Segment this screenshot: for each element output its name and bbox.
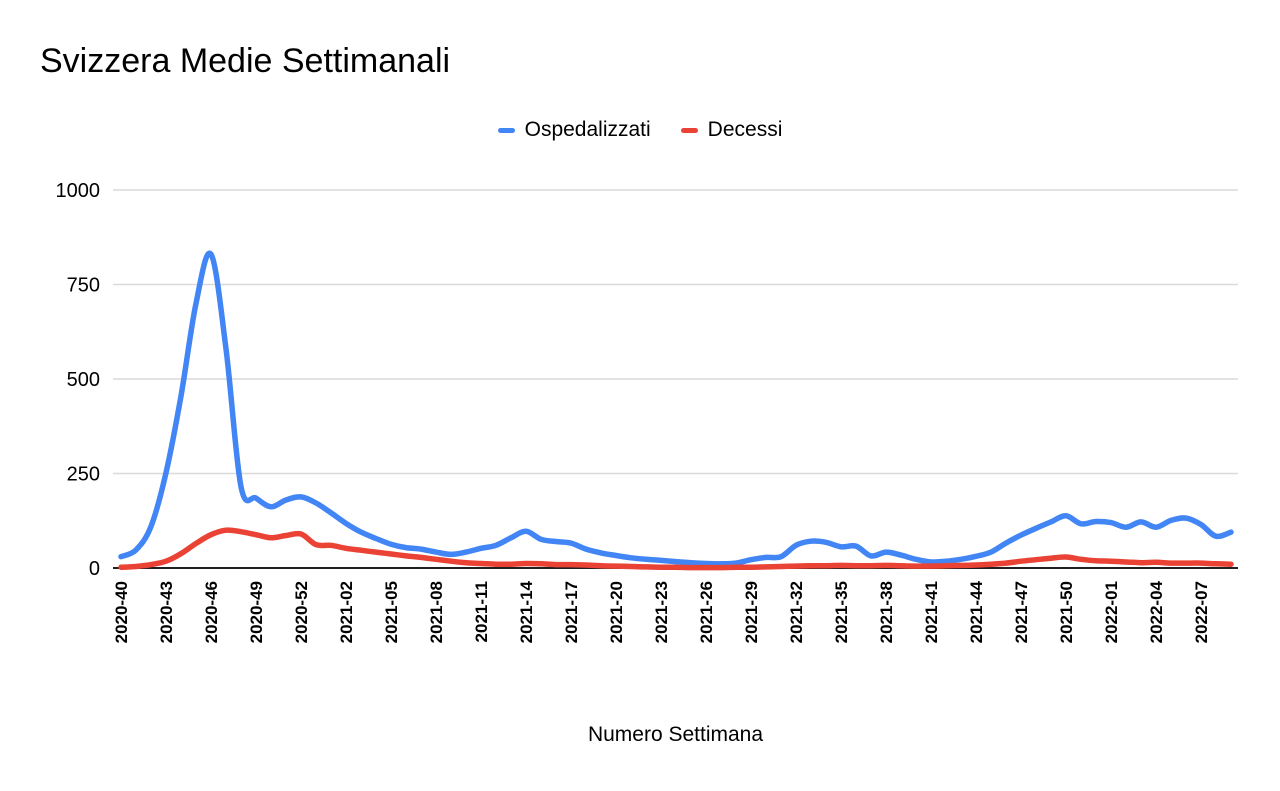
x-tick-label: 2021-08 bbox=[427, 581, 446, 643]
x-tick-label: 2021-29 bbox=[742, 581, 761, 643]
legend: Ospedalizzati Decessi bbox=[0, 118, 1280, 142]
x-tick-label: 2021-11 bbox=[472, 581, 491, 642]
series-line-ospedalizzati[interactable] bbox=[118, 250, 1234, 567]
y-tick-label: 750 bbox=[67, 275, 100, 297]
legend-dash-icon bbox=[680, 127, 698, 133]
x-tick-label: 2020-52 bbox=[292, 581, 311, 643]
x-tick-label: 2020-43 bbox=[157, 581, 176, 643]
x-tick-label: 2021-44 bbox=[967, 580, 986, 643]
x-tick-label: 2021-50 bbox=[1057, 581, 1076, 643]
x-tick-label: 2021-41 bbox=[922, 581, 941, 643]
legend-label-ospedalizzati: Ospedalizzati bbox=[524, 118, 651, 141]
x-tick-label: 2021-23 bbox=[652, 581, 671, 643]
legend-item-ospedalizzati[interactable]: Ospedalizzati bbox=[497, 118, 651, 142]
x-tick-label: 2021-35 bbox=[832, 581, 851, 643]
legend-label-decessi: Decessi bbox=[707, 118, 783, 141]
x-tick-label: 2021-38 bbox=[877, 581, 896, 643]
x-tick-label: 2021-32 bbox=[787, 581, 806, 643]
chart-title: Svizzera Medie Settimanali bbox=[40, 42, 451, 80]
x-tick-label: 2021-47 bbox=[1012, 581, 1031, 643]
x-tick-label: 2021-17 bbox=[562, 581, 581, 643]
series-line-decessi[interactable] bbox=[118, 527, 1234, 571]
y-tick-label: 500 bbox=[67, 369, 100, 391]
x-tick-label: 2022-07 bbox=[1192, 581, 1211, 643]
x-tick-label: 2020-46 bbox=[202, 581, 221, 643]
x-axis-title: Numero Settimana bbox=[587, 723, 764, 746]
x-tick-label: 2021-14 bbox=[517, 580, 536, 643]
x-tick-label: 2022-04 bbox=[1147, 580, 1166, 643]
x-tick-label: 2022-01 bbox=[1102, 581, 1121, 643]
legend-item-decessi[interactable]: Decessi bbox=[680, 118, 783, 142]
x-tick-label: 2021-02 bbox=[337, 581, 356, 643]
y-tick-label: 1000 bbox=[56, 180, 101, 202]
y-tick-label: 0 bbox=[89, 558, 100, 580]
x-tick-label: 2021-20 bbox=[607, 581, 626, 643]
x-tick-label: 2021-05 bbox=[382, 581, 401, 643]
legend-dash-icon bbox=[497, 127, 515, 133]
x-tick-label: 2021-26 bbox=[697, 581, 716, 643]
x-tick-label: 2020-40 bbox=[112, 581, 131, 643]
x-tick-label: 2020-49 bbox=[247, 581, 266, 643]
y-tick-label: 250 bbox=[67, 464, 100, 486]
